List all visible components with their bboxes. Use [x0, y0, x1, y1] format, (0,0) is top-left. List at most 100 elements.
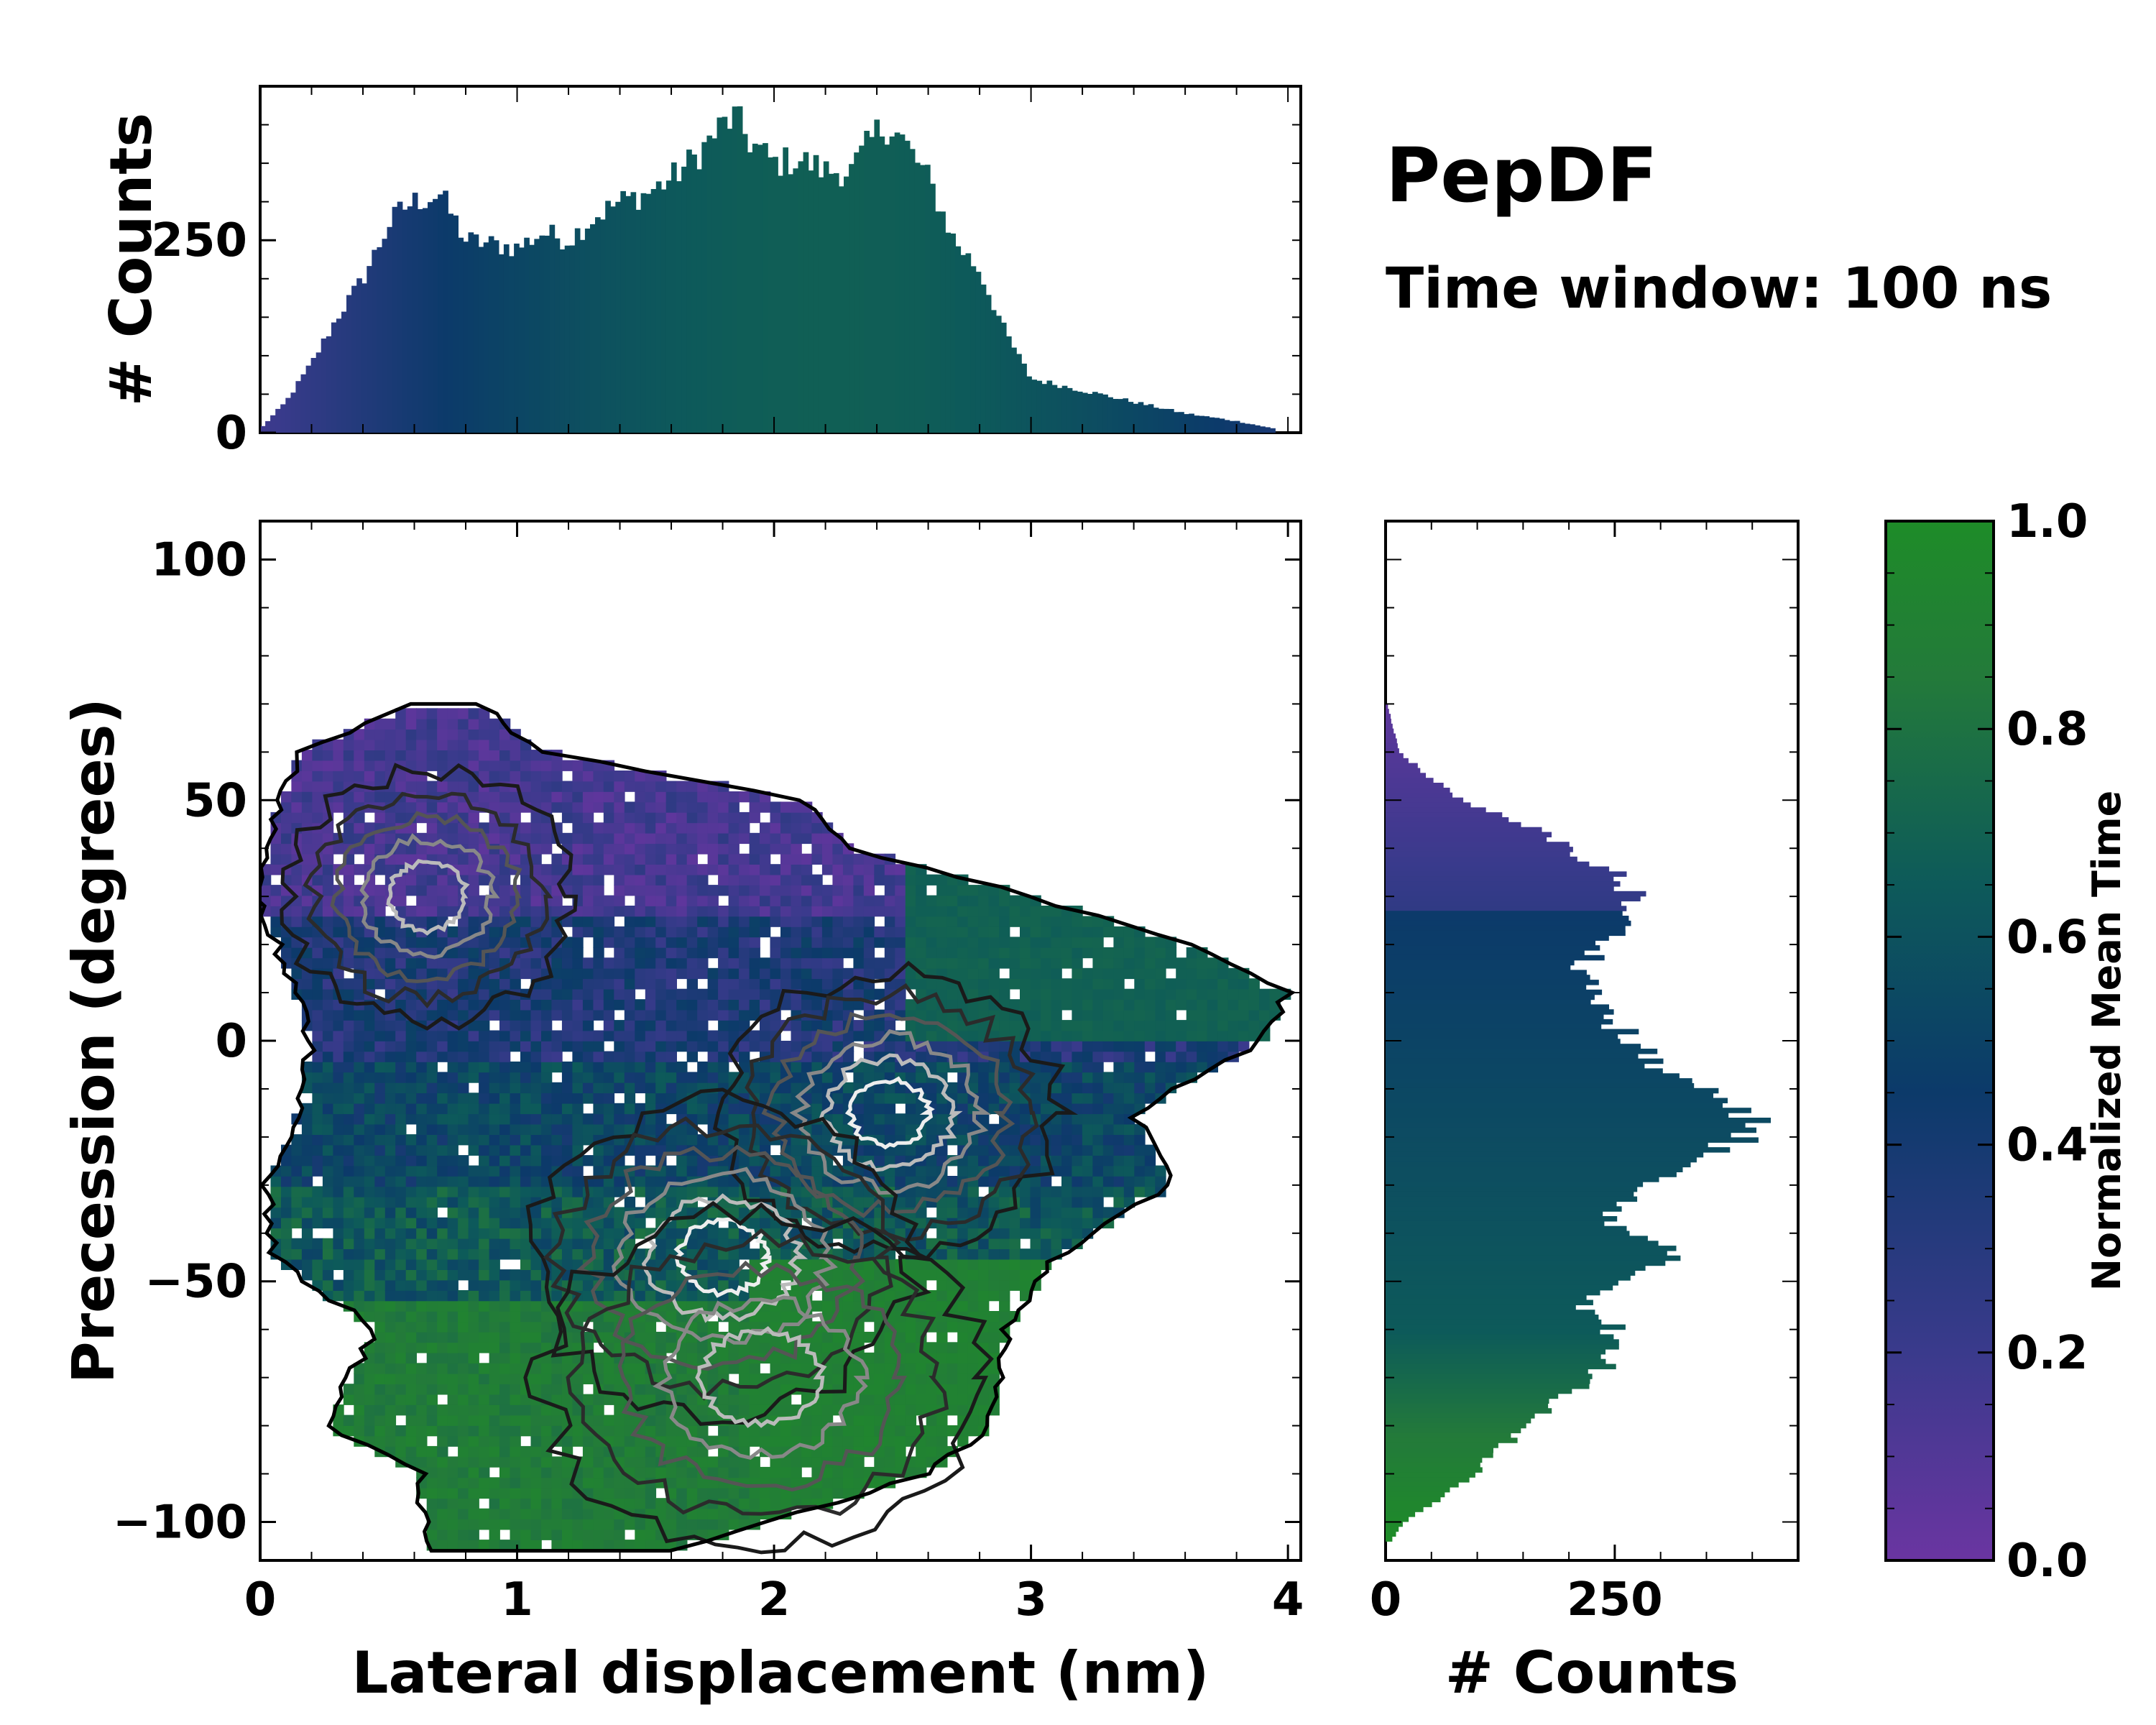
heatmap-cell — [551, 1477, 563, 1489]
heatmap-cell — [405, 1445, 417, 1458]
heatmap-cell — [645, 988, 657, 1000]
heatmap-cell — [624, 1519, 636, 1530]
heatmap-cell — [312, 999, 323, 1011]
heatmap-cell — [895, 1456, 906, 1468]
heatmap-cell — [343, 1279, 355, 1291]
heatmap-cell — [967, 1363, 979, 1374]
heatmap-cell — [603, 1321, 615, 1333]
heatmap-cell — [499, 1331, 511, 1343]
heatmap-cell — [832, 1072, 844, 1083]
heatmap-cell — [489, 1279, 500, 1291]
heatmap-cell — [489, 1030, 500, 1041]
heatmap-cell — [343, 1228, 355, 1239]
heatmap-cell — [801, 1487, 813, 1499]
heatmap-cell — [530, 781, 542, 792]
heatmap-cell — [437, 1228, 448, 1239]
heatmap-cell — [686, 1072, 698, 1083]
heatmap-cell — [437, 1414, 448, 1426]
heatmap-cell — [770, 1466, 781, 1478]
heatmap-cell — [728, 926, 740, 938]
heatmap-cell — [364, 1103, 376, 1115]
heatmap-cell — [603, 978, 615, 990]
heatmap-cell — [697, 1425, 709, 1437]
heatmap-cell — [405, 1384, 417, 1395]
heatmap-cell — [426, 1445, 438, 1458]
heatmap-cell — [801, 978, 813, 990]
heatmap-cell — [384, 1311, 397, 1322]
heatmap-cell — [665, 1072, 677, 1083]
heatmap-cell — [354, 1134, 365, 1146]
heatmap-cell — [770, 988, 781, 1000]
heatmap-cell — [614, 1113, 625, 1125]
heatmap-cell — [645, 967, 657, 980]
heatmap-cell — [676, 1487, 688, 1499]
heatmap-cell — [354, 760, 365, 771]
heatmap-cell — [530, 1487, 542, 1499]
heatmap-cell — [343, 1217, 355, 1229]
heatmap-cell — [333, 1092, 344, 1104]
heatmap-cell — [530, 1051, 542, 1062]
heatmap-cell — [458, 1092, 469, 1104]
heatmap-cell — [988, 1342, 1000, 1353]
heatmap-cell — [957, 1321, 969, 1333]
heatmap-cell — [395, 1425, 407, 1437]
heatmap-cell — [322, 1279, 334, 1291]
heatmap-cell — [780, 1082, 792, 1094]
heatmap-cell — [739, 1020, 750, 1031]
heatmap-cell — [676, 926, 688, 938]
heatmap-cell — [697, 1508, 709, 1519]
heatmap-cell — [791, 864, 802, 875]
heatmap-cell — [437, 718, 448, 730]
heatmap-cell — [458, 1041, 469, 1052]
heatmap-cell — [499, 1092, 511, 1104]
heatmap-cell — [707, 1061, 719, 1073]
heatmap-cell — [510, 1072, 521, 1083]
heatmap-cell — [655, 1540, 667, 1551]
heatmap-cell — [270, 864, 282, 875]
heatmap-cell — [614, 947, 625, 959]
heatmap-cell — [354, 1300, 365, 1312]
heatmap-cell — [561, 1540, 573, 1551]
heatmap-cell — [1041, 906, 1052, 917]
heatmap-cell — [863, 957, 875, 969]
heatmap-cell — [718, 1352, 729, 1364]
heatmap-cell — [395, 885, 407, 896]
heatmap-cell — [458, 1331, 469, 1343]
heatmap-cell — [354, 729, 365, 740]
heatmap-cell — [489, 1373, 500, 1384]
heatmap-cell — [760, 1186, 771, 1197]
top-hist-bar — [788, 174, 794, 433]
heatmap-cell — [582, 885, 594, 896]
heatmap-cell — [697, 1092, 709, 1104]
heatmap-cell — [468, 1519, 479, 1530]
heatmap-cell — [395, 1123, 407, 1135]
heatmap-cell — [624, 999, 636, 1011]
heatmap-cell — [749, 1155, 760, 1167]
heatmap-cell — [926, 1238, 937, 1249]
heatmap-cell — [999, 1061, 1010, 1073]
heatmap-cell — [426, 1290, 438, 1302]
heatmap-cell — [458, 1519, 469, 1530]
heatmap-cell — [770, 843, 781, 855]
heatmap-cell — [874, 1404, 885, 1416]
heatmap-cell — [780, 811, 792, 824]
heatmap-cell — [760, 1342, 771, 1353]
top-hist-bar — [473, 234, 479, 433]
heatmap-cell — [895, 916, 906, 927]
heatmap-cell — [541, 1144, 553, 1156]
heatmap-cell — [916, 1259, 927, 1270]
heatmap-cell — [551, 1061, 563, 1073]
heatmap-cell — [447, 1072, 459, 1083]
heatmap-cell — [676, 853, 688, 865]
heatmap-cell — [988, 1228, 1000, 1239]
heatmap-cell — [926, 978, 937, 990]
heatmap-cell — [405, 801, 417, 813]
heatmap-cell — [405, 708, 417, 719]
heatmap-cell — [728, 1186, 740, 1197]
heatmap-cell — [312, 1009, 323, 1021]
heatmap-cell — [291, 1176, 303, 1187]
heatmap-cell — [499, 1165, 511, 1177]
heatmap-cell — [270, 916, 282, 927]
heatmap-cell — [561, 1082, 573, 1094]
